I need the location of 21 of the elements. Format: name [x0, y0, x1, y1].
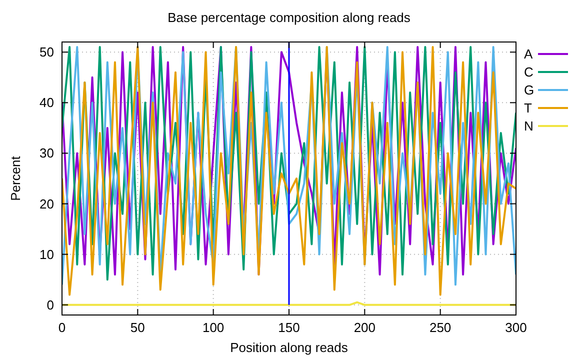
- legend-label: T: [524, 100, 532, 116]
- x-tick-label: 100: [202, 320, 224, 335]
- legend-label: G: [524, 82, 534, 98]
- x-tick-label: 200: [354, 320, 376, 335]
- x-tick-label: 300: [505, 320, 527, 335]
- legend-label: N: [524, 118, 534, 134]
- y-tick-label: 10: [40, 246, 54, 262]
- x-tick-label: 0: [58, 320, 66, 335]
- y-tick-label: 0: [46, 297, 54, 312]
- y-tick-label: 30: [40, 146, 54, 161]
- y-tick-label: 40: [40, 95, 54, 110]
- x-axis-title: Position along reads: [230, 340, 348, 355]
- x-tick-label: 250: [429, 320, 452, 335]
- y-tick-label: 20: [40, 196, 54, 212]
- x-tick-label: 50: [130, 320, 145, 335]
- x-tick-label: 150: [278, 320, 300, 335]
- chart-title: Base percentage composition along reads: [168, 10, 411, 25]
- legend-label: A: [524, 46, 533, 62]
- legend-label: C: [524, 64, 534, 80]
- y-axis-title: Percent: [8, 156, 23, 201]
- y-tick-label: 50: [40, 44, 54, 60]
